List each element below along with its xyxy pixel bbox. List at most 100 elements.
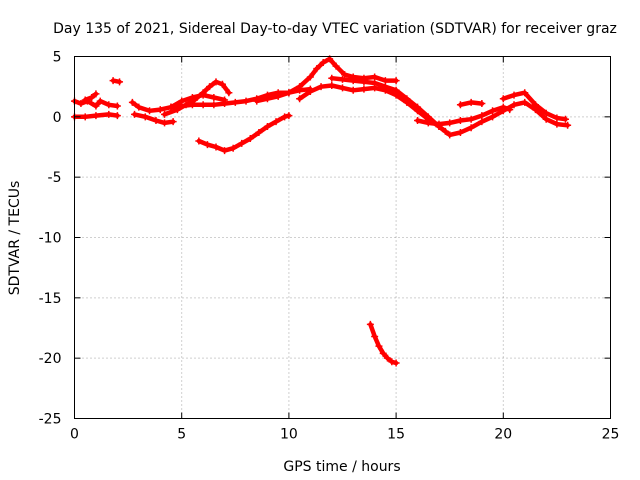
data-point (328, 81, 336, 89)
series-track-13 (415, 104, 512, 127)
data-point (221, 96, 229, 104)
y-tick-label: -10 (39, 231, 62, 247)
data-point (92, 90, 100, 98)
data-point (199, 101, 207, 109)
data-point (456, 129, 464, 137)
y-tick-label: -15 (39, 291, 62, 307)
data-point (424, 119, 432, 127)
data-point (388, 358, 396, 366)
data-point (313, 65, 321, 73)
data-point (446, 119, 454, 127)
data-point (478, 118, 486, 126)
data-point (263, 122, 271, 130)
data-point (384, 354, 392, 362)
y-tick-label: -25 (39, 412, 62, 428)
data-point (349, 77, 357, 85)
data-point (506, 106, 514, 114)
data-point (542, 109, 550, 117)
data-point (88, 94, 96, 102)
x-tick-label: 25 (602, 427, 620, 443)
data-point (161, 110, 169, 118)
data-point (424, 113, 432, 121)
data-point (161, 119, 169, 127)
data-point (246, 135, 254, 143)
data-point (141, 113, 149, 121)
data-point (152, 116, 160, 124)
y-tick-label: -20 (39, 351, 62, 367)
data-point (467, 115, 475, 123)
data-point (105, 101, 113, 109)
data-point (285, 89, 293, 97)
data-point (371, 79, 379, 87)
x-tick-label: 20 (494, 427, 512, 443)
data-point (553, 120, 561, 128)
data-point (92, 112, 100, 120)
data-point (238, 139, 246, 147)
data-point (531, 101, 539, 109)
data-point (218, 80, 226, 88)
data-point (521, 89, 529, 97)
data-point (167, 103, 175, 111)
data-point (375, 342, 383, 350)
data-point (392, 86, 400, 94)
data-point (105, 110, 113, 118)
data-point (319, 59, 327, 67)
data-point (77, 100, 85, 108)
data-point (381, 77, 389, 85)
data-point (96, 97, 104, 105)
data-point (225, 89, 233, 97)
x-axis-label: GPS time / hours (283, 459, 400, 475)
tick-layer: 0 5 10 15 20 25 5 0 -5 -10 -15 -20 -25 (39, 50, 620, 443)
data-point (169, 118, 177, 126)
data-point (392, 77, 400, 85)
data-point (92, 102, 100, 110)
data-point (456, 101, 464, 109)
data-point (360, 78, 368, 86)
data-point (414, 103, 422, 111)
data-point (255, 129, 263, 137)
series-track-11 (297, 83, 448, 134)
data-point (521, 98, 529, 106)
series-layer (71, 55, 572, 367)
data-point (328, 74, 336, 82)
data-point (188, 94, 196, 102)
data-point (381, 83, 389, 91)
data-point (456, 116, 464, 124)
data-point (195, 137, 203, 145)
data-point (510, 101, 518, 109)
data-point (135, 103, 143, 111)
data-point (349, 86, 357, 94)
data-point (414, 116, 422, 124)
data-point (489, 107, 497, 115)
data-point (341, 71, 349, 79)
data-point (156, 106, 164, 114)
data-point (371, 332, 379, 340)
data-point (263, 95, 271, 103)
data-point (221, 147, 229, 155)
data-point (366, 320, 374, 328)
data-point (561, 115, 569, 123)
series-track-10 (254, 56, 399, 104)
data-point (435, 120, 443, 128)
data-point (210, 94, 218, 102)
data-point (203, 141, 211, 149)
data-point (182, 101, 190, 109)
data-point (332, 62, 340, 70)
data-point (360, 85, 368, 93)
data-point (242, 97, 250, 105)
data-point (467, 124, 475, 132)
x-tick-label: 5 (177, 427, 186, 443)
y-tick-label: 5 (53, 50, 62, 66)
data-point (178, 97, 186, 105)
data-point (128, 98, 136, 106)
data-point (564, 121, 572, 129)
data-point (379, 349, 387, 357)
data-point (173, 106, 181, 114)
x-tick-label: 15 (387, 427, 405, 443)
data-point (371, 73, 379, 81)
data-point (446, 131, 454, 139)
data-point (467, 98, 475, 106)
data-point (542, 115, 550, 123)
data-point (146, 107, 154, 115)
